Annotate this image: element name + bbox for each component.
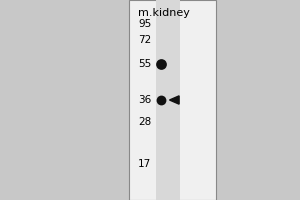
Polygon shape [169,96,179,104]
Point [158,62,163,66]
Text: 17: 17 [138,159,152,169]
Text: 28: 28 [138,117,152,127]
Bar [156,0,180,200]
Bar [129,0,216,200]
Text: 95: 95 [138,19,152,29]
Text: 72: 72 [138,35,152,45]
Text: 36: 36 [138,95,152,105]
Point [158,98,163,102]
Text: 55: 55 [138,59,152,69]
Text: m.kidney: m.kidney [138,8,189,18]
